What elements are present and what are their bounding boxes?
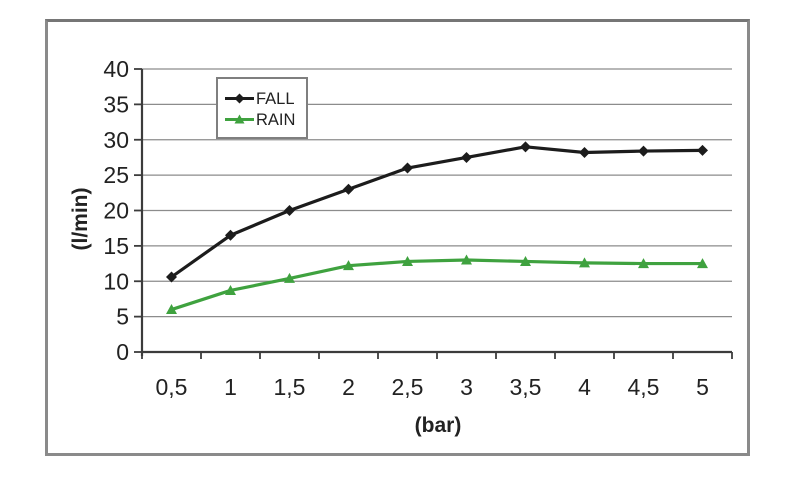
diamond-marker	[402, 162, 413, 174]
y-tick-label: 15	[103, 233, 129, 259]
diamond-marker	[638, 145, 649, 157]
x-tick-label: 1	[224, 374, 237, 400]
triangle-marker	[225, 284, 236, 295]
diamond-marker	[343, 183, 354, 195]
flow-rate-line-chart: 0 5 10 15 20 25 30 35 40 0,5 1 1,5 2 2,5 3 3,5 4 4,5 5 (l…	[69, 56, 733, 437]
triangle-marker	[638, 258, 649, 269]
x-tick-label: 4,5	[628, 374, 660, 400]
y-tick-label: 35	[103, 91, 129, 117]
diamond-marker	[225, 229, 236, 241]
y-tick-label: 30	[103, 127, 129, 153]
legend: FALL RAIN	[216, 77, 308, 139]
diamond-marker	[697, 144, 708, 156]
legend-label-fall: FALL	[256, 90, 295, 108]
triangle-marker	[461, 254, 472, 265]
triangle-marker	[402, 255, 413, 266]
axes	[134, 68, 733, 359]
triangle-marker	[520, 255, 531, 266]
diamond-marker	[520, 141, 531, 153]
x-tick-label: 0,5	[156, 374, 188, 400]
chart-frame: 0 5 10 15 20 25 30 35 40 0,5 1 1,5 2 2,5 3 3,5 4 4,5 5 (l…	[45, 19, 750, 456]
y-tick-label: 25	[103, 162, 129, 188]
x-tick-label: 3	[460, 374, 473, 400]
x-axis-title: (bar)	[415, 414, 462, 437]
y-tick-label: 0	[116, 339, 129, 365]
legend-box	[216, 77, 308, 139]
triangle-marker	[697, 258, 708, 269]
y-tick-label: 10	[103, 268, 129, 294]
diamond-marker	[461, 151, 472, 163]
y-axis-title: (l/min)	[69, 188, 92, 251]
data-series	[166, 141, 708, 315]
x-tick-label: 3,5	[510, 374, 542, 400]
y-axis-tick-labels: 0 5 10 15 20 25 30 35 40	[103, 56, 129, 365]
series-line-rain	[169, 258, 705, 312]
x-tick-label: 1,5	[274, 374, 306, 400]
legend-label-rain: RAIN	[256, 111, 295, 129]
y-tick-label: 5	[116, 304, 129, 330]
legend-sample-diamond-marker	[234, 93, 245, 104]
y-tick-label: 40	[103, 56, 129, 82]
diamond-marker	[579, 146, 590, 158]
x-axis-tick-labels: 0,5 1 1,5 2 2,5 3 3,5 4 4,5 5	[156, 374, 709, 400]
legend-samples	[225, 93, 254, 124]
diamond-marker	[166, 271, 177, 283]
triangle-marker	[284, 272, 295, 283]
x-tick-label: 5	[696, 374, 709, 400]
series-line-fall	[169, 145, 705, 279]
diamond-marker	[284, 205, 295, 216]
series-rain	[166, 254, 708, 315]
triangle-marker	[579, 257, 590, 268]
triangle-marker	[166, 304, 177, 315]
series-fall	[166, 141, 708, 283]
x-tick-label: 4	[578, 374, 591, 400]
x-tick-label: 2	[342, 374, 355, 400]
triangle-marker	[343, 260, 354, 271]
legend-sample-triangle-marker	[234, 114, 245, 124]
y-tick-label: 20	[103, 198, 129, 224]
x-tick-label: 2,5	[392, 374, 424, 400]
